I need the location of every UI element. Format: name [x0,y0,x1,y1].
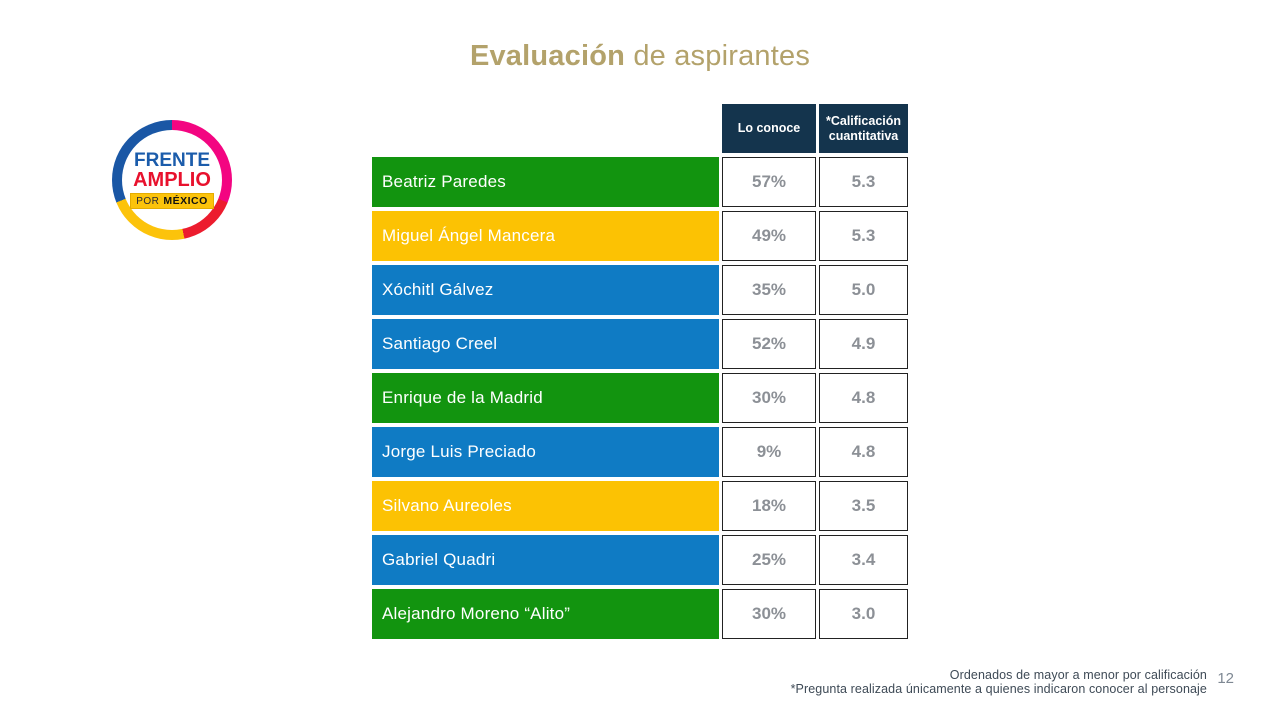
candidate-name-bar: Silvano Aureoles [372,481,719,531]
table-row: Alejandro Moreno “Alito” 30% 3.0 [372,589,908,639]
table-row: Gabriel Quadri 25% 3.4 [372,535,908,585]
candidate-name: Alejandro Moreno “Alito” [382,604,571,623]
lo-conoce-value: 25% [751,550,787,569]
lo-conoce-value: 9% [756,442,782,461]
lo-conoce-cell: 25% [722,535,816,585]
candidate-name: Santiago Creel [382,334,498,353]
calificacion-cell: 3.4 [819,535,908,585]
page-title: Evaluación de aspirantes [0,40,1280,73]
table-row: Beatriz Paredes 57% 5.3 [372,157,908,207]
lo-conoce-value: 57% [751,172,787,191]
calificacion-value: 4.9 [851,334,876,353]
calificacion-value: 3.0 [851,604,876,623]
footnote-order: Ordenados de mayor a menor por calificac… [949,667,1207,682]
footnotes: Ordenados de mayor a menor por calificac… [791,668,1207,698]
calificacion-cell: 4.8 [819,373,908,423]
calificacion-cell: 5.3 [819,211,908,261]
table-row: Enrique de la Madrid 30% 4.8 [372,373,908,423]
lo-conoce-cell: 30% [722,373,816,423]
calificacion-cell: 4.8 [819,427,908,477]
calificacion-value: 5.3 [851,172,876,191]
logo-banner: POR MÉXICO [130,193,214,209]
table-row: Santiago Creel 52% 4.9 [372,319,908,369]
page-number: 12 [1217,670,1234,687]
lo-conoce-value: 35% [751,280,787,299]
candidate-name-bar: Xóchitl Gálvez [372,265,719,315]
footnote-question: *Pregunta realizada únicamente a quienes… [790,682,1207,697]
candidate-name: Miguel Ángel Mancera [382,226,556,245]
lo-conoce-value: 30% [751,388,787,407]
lo-conoce-cell: 30% [722,589,816,639]
candidate-name: Enrique de la Madrid [382,388,543,407]
calificacion-cell: 3.5 [819,481,908,531]
candidate-name-bar: Miguel Ángel Mancera [372,211,719,261]
lo-conoce-cell: 35% [722,265,816,315]
calificacion-value: 5.0 [851,280,876,299]
table-row: Xóchitl Gálvez 35% 5.0 [372,265,908,315]
lo-conoce-cell: 52% [722,319,816,369]
lo-conoce-cell: 57% [722,157,816,207]
candidate-name: Gabriel Quadri [382,550,496,569]
logo-ring-icon: FRENTE AMPLIO POR MÉXICO [112,120,232,240]
candidate-name: Beatriz Paredes [382,172,506,191]
table-row: Miguel Ángel Mancera 49% 5.3 [372,211,908,261]
candidate-rows: Beatriz Paredes 57% 5.3 Miguel Ángel Man… [372,157,908,639]
title-rest: de aspirantes [625,40,811,72]
candidate-name: Silvano Aureoles [382,496,512,515]
candidate-name-bar: Jorge Luis Preciado [372,427,719,477]
calificacion-cell: 5.0 [819,265,908,315]
lo-conoce-value: 52% [751,334,787,353]
logo-inner: FRENTE AMPLIO POR MÉXICO [122,130,222,230]
table-row: Jorge Luis Preciado 9% 4.8 [372,427,908,477]
logo-banner-mexico: MÉXICO [163,195,208,207]
candidate-name: Jorge Luis Preciado [382,442,537,461]
lo-conoce-cell: 9% [722,427,816,477]
evaluation-table: Lo conoce *Calificación cuantitativa Bea… [372,104,908,643]
candidate-name: Xóchitl Gálvez [382,280,494,299]
calificacion-cell: 3.0 [819,589,908,639]
logo-text-amplio: AMPLIO [133,169,211,191]
calificacion-value: 3.4 [851,550,876,569]
candidate-name-bar: Gabriel Quadri [372,535,719,585]
calificacion-value: 5.3 [851,226,876,245]
table-row: Silvano Aureoles 18% 3.5 [372,481,908,531]
column-header-lo-conoce: Lo conoce [722,104,816,153]
calificacion-value: 3.5 [851,496,876,515]
calificacion-value: 4.8 [851,442,876,461]
candidate-name-bar: Santiago Creel [372,319,719,369]
frente-amplio-logo: FRENTE AMPLIO POR MÉXICO [112,120,232,240]
lo-conoce-value: 18% [751,496,787,515]
logo-text-frente: FRENTE [134,150,210,171]
candidate-name-bar: Beatriz Paredes [372,157,719,207]
lo-conoce-cell: 49% [722,211,816,261]
logo-banner-por: POR [136,196,160,207]
candidate-name-bar: Enrique de la Madrid [372,373,719,423]
lo-conoce-value: 49% [751,226,787,245]
title-emphasis: Evaluación [469,40,626,72]
column-header-calificacion: *Calificación cuantitativa [819,104,908,153]
calificacion-cell: 5.3 [819,157,908,207]
candidate-name-bar: Alejandro Moreno “Alito” [372,589,719,639]
lo-conoce-cell: 18% [722,481,816,531]
lo-conoce-value: 30% [751,604,787,623]
calificacion-cell: 4.9 [819,319,908,369]
calificacion-value: 4.8 [851,388,876,407]
table-header-row: Lo conoce *Calificación cuantitativa [722,104,908,153]
